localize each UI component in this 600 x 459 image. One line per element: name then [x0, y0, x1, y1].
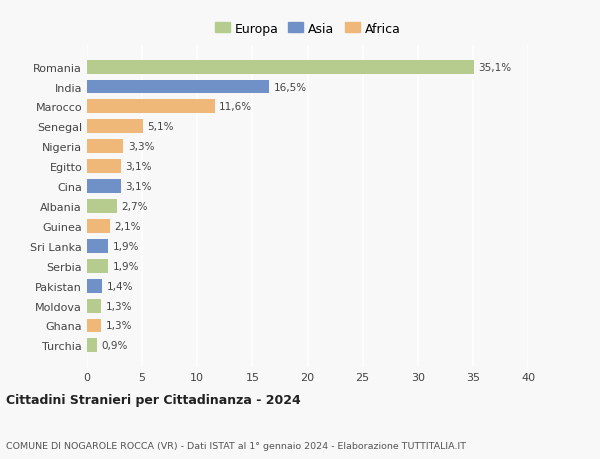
Legend: Europa, Asia, Africa: Europa, Asia, Africa — [212, 20, 403, 38]
Text: 0,9%: 0,9% — [101, 341, 128, 351]
Bar — [87, 319, 101, 333]
Text: 3,1%: 3,1% — [125, 182, 152, 192]
Text: COMUNE DI NOGAROLE ROCCA (VR) - Dati ISTAT al 1° gennaio 2024 - Elaborazione TUT: COMUNE DI NOGAROLE ROCCA (VR) - Dati IST… — [6, 441, 466, 450]
Text: 3,3%: 3,3% — [128, 142, 154, 152]
Bar — [87, 180, 121, 194]
Text: 5,1%: 5,1% — [148, 122, 174, 132]
Bar — [87, 160, 121, 174]
Text: 3,1%: 3,1% — [125, 162, 152, 172]
Text: 11,6%: 11,6% — [220, 102, 253, 112]
Bar — [87, 80, 269, 94]
Text: Cittadini Stranieri per Cittadinanza - 2024: Cittadini Stranieri per Cittadinanza - 2… — [6, 393, 301, 406]
Text: 2,1%: 2,1% — [115, 221, 141, 231]
Text: 35,1%: 35,1% — [478, 62, 512, 73]
Bar — [87, 219, 110, 233]
Bar — [87, 61, 474, 74]
Text: 1,3%: 1,3% — [106, 301, 132, 311]
Text: 1,9%: 1,9% — [112, 261, 139, 271]
Bar — [87, 339, 97, 353]
Bar — [87, 140, 124, 154]
Bar — [87, 200, 117, 213]
Bar — [87, 299, 101, 313]
Text: 1,9%: 1,9% — [112, 241, 139, 251]
Bar — [87, 259, 108, 273]
Text: 1,4%: 1,4% — [107, 281, 133, 291]
Text: 2,7%: 2,7% — [121, 202, 148, 212]
Text: 16,5%: 16,5% — [274, 82, 307, 92]
Text: 1,3%: 1,3% — [106, 321, 132, 331]
Bar — [87, 239, 108, 253]
Bar — [87, 279, 103, 293]
Bar — [87, 120, 143, 134]
Bar — [87, 100, 215, 114]
